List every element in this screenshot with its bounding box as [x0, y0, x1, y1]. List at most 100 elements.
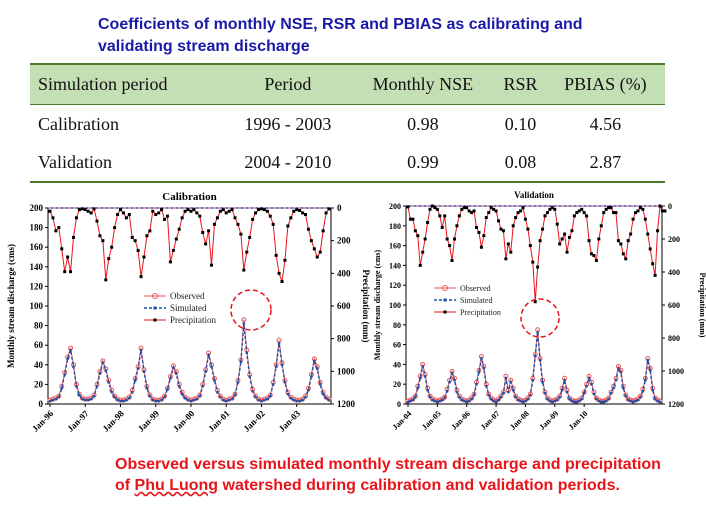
precipitation-point [248, 235, 252, 239]
simulated-point [624, 394, 627, 398]
precipitation-point [92, 207, 96, 211]
cell-period: 1996 - 2003 [244, 113, 332, 134]
x-tick-label: Jan-03 [277, 408, 303, 434]
simulated-point [421, 365, 424, 368]
simulated-point [607, 397, 610, 401]
simulated-point [54, 397, 58, 401]
table-row: Validation 2004 - 2010 0.99 0.08 2.87 [30, 143, 665, 183]
simulated-point [304, 395, 307, 399]
simulated-point [225, 399, 228, 403]
simulated-point [590, 383, 593, 386]
precipitation-point [271, 222, 275, 226]
precipitation-point [177, 227, 181, 231]
precipitation-point [636, 209, 640, 213]
precipitation-point [183, 209, 187, 213]
simulated-point [142, 370, 146, 373]
simulated-point [548, 399, 552, 403]
precipitation-point [558, 242, 562, 246]
precipitation-point [646, 232, 650, 236]
simulated-point [57, 395, 61, 399]
precipitation-point [118, 208, 122, 212]
precipitation-point [460, 207, 464, 211]
simulated-point [104, 369, 107, 372]
x-tick-label: Jan-96 [30, 408, 56, 434]
precipitation-point [233, 216, 237, 220]
precipitation-point [257, 208, 261, 212]
y-tick-label: 100 [30, 301, 44, 311]
precipitation-point [479, 245, 483, 249]
precipitation-point [541, 227, 545, 231]
simulated-point [575, 400, 579, 404]
precipitation-point [467, 209, 471, 213]
simulated-point [568, 397, 571, 401]
precipitation-point [475, 225, 479, 229]
y2-tick-label: 600 [337, 301, 351, 311]
precipitation-point [254, 211, 258, 215]
precipitation-point [545, 211, 549, 215]
precipitation-point [283, 258, 287, 262]
x-tick-label: Jan-07 [479, 409, 502, 432]
precipitation-point [521, 206, 525, 210]
precipitation-point [142, 255, 146, 259]
y-tick-label: 20 [393, 380, 401, 389]
precipitation-point [428, 207, 432, 211]
simulated-point [180, 393, 184, 396]
precipitation-point [151, 209, 155, 213]
simulated-point [560, 388, 564, 392]
simulated-point [492, 399, 495, 403]
validation-chart: Validation 0 20 40 60 80 100 120 140 160 180 200 0 20… [373, 190, 706, 432]
precipitation-point [570, 229, 574, 233]
cell-monthly-nse: 0.99 [350, 143, 496, 183]
simulated-point [526, 397, 530, 401]
precipitation-point [89, 211, 93, 215]
simulated-point [204, 370, 207, 373]
simulated-point [201, 385, 204, 388]
simulated-point [269, 394, 272, 398]
y2-axis-label: Precipitation (mm) [361, 269, 370, 342]
simulated-point [470, 397, 473, 401]
precipitation-point [315, 255, 319, 259]
precipitation-point [462, 206, 466, 210]
precipitation-point [550, 206, 554, 210]
simulated-point [480, 357, 483, 360]
precipitation-point [71, 235, 75, 239]
precipitation-point [104, 278, 108, 282]
precipitation-point [180, 216, 184, 220]
precipitation-point [465, 206, 469, 210]
simulated-point [636, 398, 640, 402]
precipitation-point [423, 237, 427, 241]
simulated-point [458, 395, 461, 399]
simulated-point [614, 379, 618, 382]
precipitation-point [163, 217, 167, 221]
precipitation-point [526, 227, 530, 231]
simulated-point [448, 381, 451, 384]
precipitation-point [504, 257, 508, 261]
precipitation-point [212, 222, 216, 226]
simulated-point [477, 371, 481, 374]
precipitation-point [533, 300, 537, 304]
precipitation-point [509, 250, 513, 254]
y-tick-label: 140 [30, 262, 44, 272]
precipitation-point [663, 209, 667, 213]
simulated-point [465, 400, 468, 404]
caption-text-2: watershed during calibration and validat… [218, 477, 620, 494]
precipitation-point [448, 244, 452, 248]
x-tick-label: Jan-01 [206, 408, 232, 434]
precipitation-point [616, 239, 620, 243]
simulated-point [602, 400, 605, 404]
precipitation-point [101, 239, 105, 243]
simulated-point [558, 395, 561, 399]
precipitation-point [292, 209, 296, 213]
y-tick-label: 40 [34, 360, 44, 370]
simulated-point [307, 389, 310, 392]
precipitation-point [198, 214, 202, 218]
simulated-point [563, 379, 566, 382]
precipitation-point [251, 217, 255, 221]
simulated-point [455, 390, 459, 394]
precipitation-point [565, 250, 569, 254]
simulated-point [72, 365, 75, 368]
precipitation-point [487, 211, 491, 215]
precipitation-point [641, 207, 645, 211]
precipitation-point [265, 209, 269, 213]
simulated-point [423, 375, 427, 378]
